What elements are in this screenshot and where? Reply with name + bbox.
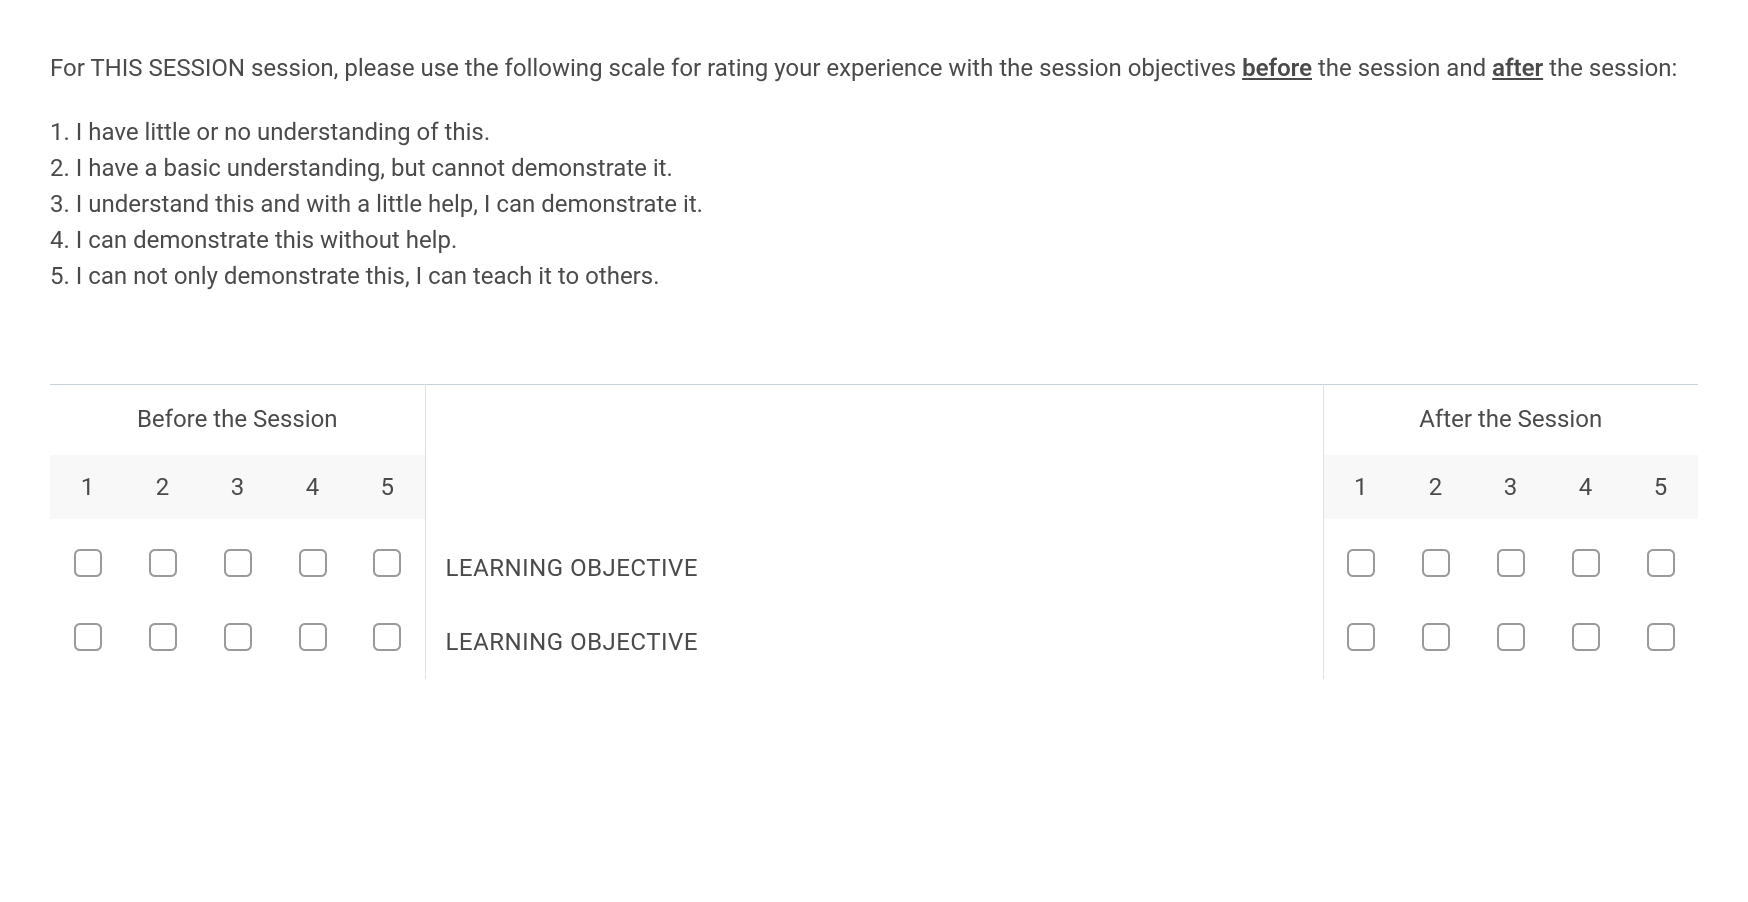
after-rating-header: 4 — [1548, 455, 1623, 519]
table-row: LEARNING OBJECTIVE — [50, 605, 1698, 679]
after-rating-header: 5 — [1623, 455, 1698, 519]
before-checkbox[interactable] — [149, 623, 177, 651]
intro-mid: the session and — [1312, 54, 1492, 82]
before-checkbox[interactable] — [74, 623, 102, 651]
instructions-block: For THIS SESSION session, please use the… — [50, 50, 1698, 294]
before-rating-header: 5 — [350, 455, 425, 519]
objective-header-blank — [425, 385, 1323, 456]
scale-item: 1. I have little or no understanding of … — [50, 114, 1698, 150]
table-row: LEARNING OBJECTIVE — [50, 519, 1698, 605]
before-checkbox[interactable] — [299, 623, 327, 651]
after-rating-header: 1 — [1323, 455, 1398, 519]
after-checkbox[interactable] — [1647, 549, 1675, 577]
after-checkbox[interactable] — [1572, 549, 1600, 577]
intro-pre: For THIS SESSION session, please use the… — [50, 54, 1242, 82]
after-checkbox[interactable] — [1497, 623, 1525, 651]
before-rating-header: 3 — [200, 455, 275, 519]
scale-item: 4. I can demonstrate this without help. — [50, 222, 1698, 258]
after-rating-header: 3 — [1473, 455, 1548, 519]
after-checkbox[interactable] — [1647, 623, 1675, 651]
scale-list: 1. I have little or no understanding of … — [50, 114, 1698, 294]
scale-item: 3. I understand this and with a little h… — [50, 186, 1698, 222]
objective-cell: LEARNING OBJECTIVE — [425, 519, 1323, 605]
word-before: before — [1242, 54, 1312, 82]
after-rating-header: 2 — [1398, 455, 1473, 519]
scale-item: 5. I can not only demonstrate this, I ca… — [50, 258, 1698, 294]
before-rating-header: 2 — [125, 455, 200, 519]
group-header-row: Before the Session After the Session — [50, 385, 1698, 456]
after-checkbox[interactable] — [1497, 549, 1525, 577]
objective-header-blank — [425, 455, 1323, 519]
rating-table: Before the Session After the Session 1 2… — [50, 384, 1698, 679]
word-after: after — [1492, 54, 1543, 82]
before-checkbox[interactable] — [373, 623, 401, 651]
before-checkbox[interactable] — [149, 549, 177, 577]
after-session-header: After the Session — [1323, 385, 1698, 456]
before-checkbox[interactable] — [299, 549, 327, 577]
number-header-row: 1 2 3 4 5 1 2 3 4 5 — [50, 455, 1698, 519]
before-rating-header: 1 — [50, 455, 125, 519]
scale-item: 2. I have a basic understanding, but can… — [50, 150, 1698, 186]
before-checkbox[interactable] — [373, 549, 401, 577]
intro-text: For THIS SESSION session, please use the… — [50, 50, 1698, 86]
after-checkbox[interactable] — [1422, 623, 1450, 651]
after-checkbox[interactable] — [1572, 623, 1600, 651]
after-checkbox[interactable] — [1422, 549, 1450, 577]
before-checkbox[interactable] — [224, 623, 252, 651]
intro-post: the session: — [1543, 54, 1677, 82]
before-checkbox[interactable] — [224, 549, 252, 577]
before-rating-header: 4 — [275, 455, 350, 519]
before-session-header: Before the Session — [50, 385, 425, 456]
objective-cell: LEARNING OBJECTIVE — [425, 605, 1323, 679]
after-checkbox[interactable] — [1347, 549, 1375, 577]
after-checkbox[interactable] — [1347, 623, 1375, 651]
before-checkbox[interactable] — [74, 549, 102, 577]
